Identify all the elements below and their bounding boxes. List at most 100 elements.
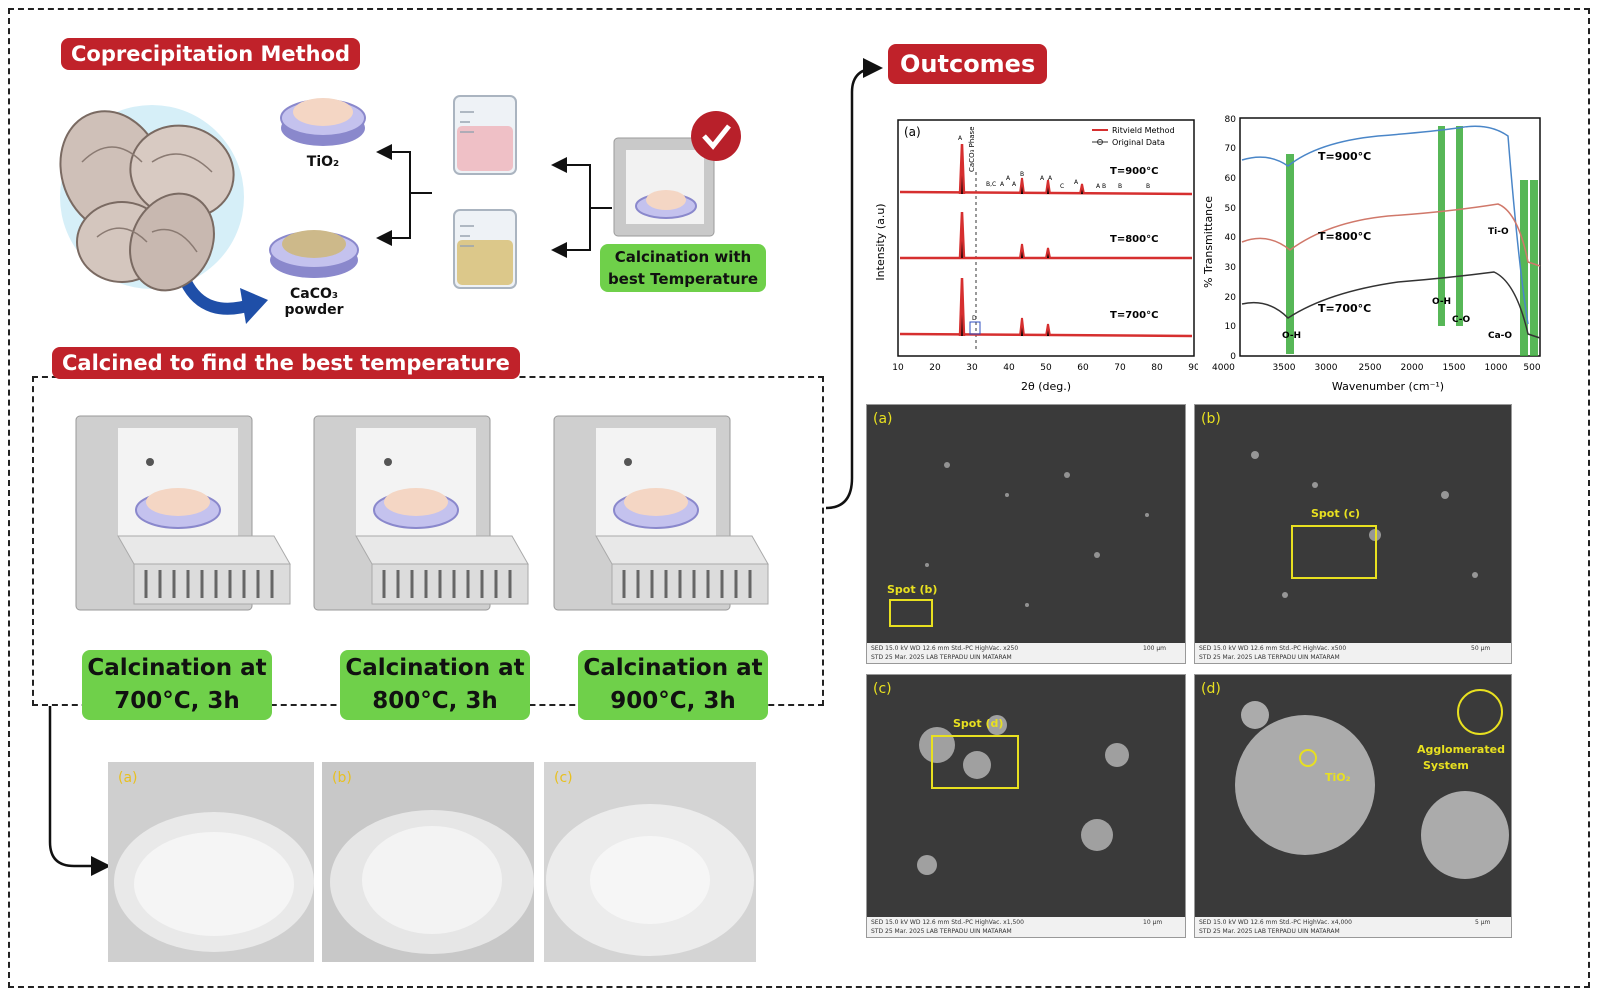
sem-scale-c: 10 μm xyxy=(1143,919,1163,926)
xrd-peak-letter: B,C xyxy=(986,181,996,188)
sem-info-bar-d: SED 15.0 kV WD 12.6 mm Std.-PC HighVac. … xyxy=(1195,917,1511,937)
sem-image-b: (b) Spot (c) SED 15.0 kV WD 12.6 mm Std.… xyxy=(1194,404,1512,664)
xrd-xtick: 90 xyxy=(1188,363,1198,373)
sem-letter-b: (b) xyxy=(1201,411,1221,427)
xrd-peak-letter: A xyxy=(1040,175,1045,182)
ftir-annotation: O-H xyxy=(1282,331,1301,341)
ftir-ylabel: % Transmittance xyxy=(1202,196,1215,288)
sem-spot-label-b: Spot (b) xyxy=(887,583,938,596)
xrd-xtick: 40 xyxy=(1003,363,1015,373)
xrd-peak-letter: A xyxy=(1048,175,1053,182)
ftir-series-700: T=700°C xyxy=(1318,302,1371,315)
furnace-800-icon xyxy=(313,415,529,611)
xrd-xtick: 70 xyxy=(1114,363,1126,373)
sem-info-c-line1: SED 15.0 kV WD 12.6 mm Std.-PC HighVac. … xyxy=(871,919,1024,926)
sem-spot-label-d: Spot (d) xyxy=(953,717,1004,730)
furnace-900-icon xyxy=(553,415,769,611)
tio2-dish-icon xyxy=(280,98,366,146)
ftir-band xyxy=(1456,126,1463,326)
xrd-chart: (a) Ritvield Method Original Data CaCO₃ … xyxy=(874,119,1198,393)
sem-letter-c: (c) xyxy=(873,681,892,697)
outer-frame xyxy=(8,8,1590,988)
xrd-peak-letter: B xyxy=(1118,183,1122,190)
ftir-annotation: Ca-O xyxy=(1488,331,1512,341)
photo-letter-a: (a) xyxy=(118,770,138,786)
sem-agglomerate-marker xyxy=(1457,689,1503,735)
xrd-legend-original-marker xyxy=(1097,139,1103,145)
sem-image-c: (c) Spot (d) SED 15.0 kV WD 12.6 mm Std.… xyxy=(866,674,1186,938)
sem-image-a: (a) Spot (b) SED 15.0 kV WD 12.6 mm Std.… xyxy=(866,404,1186,664)
ftir-xtick: 4000 xyxy=(1212,363,1235,373)
best-temp-line1: Calcination with xyxy=(614,248,752,266)
stage-900-label: Calcination at 900°C, 3h xyxy=(578,650,768,720)
photo-letter-b: (b) xyxy=(332,770,352,786)
ftir-annotation: O-H xyxy=(1432,297,1451,307)
stage-800-line2: 800°C, 3h xyxy=(372,688,498,714)
ftir-series-800: T=800°C xyxy=(1318,230,1371,243)
xrd-xtick: 30 xyxy=(966,363,978,373)
xrd-main-peaks xyxy=(958,143,966,337)
xrd-peak-letter: D xyxy=(972,315,977,322)
sem-info-bar-b: SED 15.0 kV WD 12.6 mm Std.-PC HighVac. … xyxy=(1195,643,1511,663)
ftir-xtick: 500 xyxy=(1523,363,1540,373)
xrd-ylabel: Intensity (a.u) xyxy=(874,203,887,280)
xrd-peak-letter: A xyxy=(958,135,963,142)
sem-tio2-marker xyxy=(1299,749,1317,767)
ftir-band xyxy=(1530,180,1538,356)
powder-photo-b-image xyxy=(322,762,534,962)
stage-900-line2: 900°C, 3h xyxy=(610,688,736,714)
ftir-curve-900 xyxy=(1241,125,1529,325)
xrd-peak-letter: A xyxy=(1000,181,1005,188)
sem-info-c-line2: STD 25 Mar. 2025 LAB TERPADU UIN MATARAM xyxy=(871,928,1012,935)
xrd-xtick: 60 xyxy=(1077,363,1089,373)
ftir-ytick: 10 xyxy=(1225,322,1237,332)
ftir-chart: T=900°C T=800°C T=700°C O-H O-H C-O Ti-O… xyxy=(1202,115,1541,393)
xrd-peak-letter: B xyxy=(1146,183,1150,190)
sem-info-d-line1: SED 15.0 kV WD 12.6 mm Std.-PC HighVac. … xyxy=(1199,919,1352,926)
ftir-xtick: 2000 xyxy=(1401,363,1424,373)
ftir-xtick: 1500 xyxy=(1443,363,1466,373)
xrd-peak-letter: A xyxy=(1096,183,1101,190)
sem-scale-d: 5 μm xyxy=(1475,919,1491,926)
ftir-xlabel: Wavenumber (cm⁻¹) xyxy=(1332,380,1444,393)
ftir-ytick: 0 xyxy=(1230,352,1236,362)
ftir-ytick: 70 xyxy=(1225,144,1237,154)
beaker-pink-icon xyxy=(453,95,517,175)
furnace-700-icon xyxy=(75,415,291,611)
photo-letter-c: (c) xyxy=(554,770,573,786)
xrd-xtick: 10 xyxy=(892,363,904,373)
sem-scale-b: 50 μm xyxy=(1471,645,1491,652)
ftir-band xyxy=(1438,126,1445,326)
xrd-phase-box xyxy=(969,321,981,335)
ftir-annotation: Ti-O xyxy=(1488,227,1509,237)
xrd-xtick: 80 xyxy=(1151,363,1163,373)
outcomes-title: Outcomes xyxy=(888,44,1048,84)
caco3-dish-icon xyxy=(269,230,359,278)
xrd-xlabel: 2θ (deg.) xyxy=(1021,380,1071,393)
stage-900-line1: Calcination at xyxy=(583,655,763,681)
caco3-label-line1: CaCO₃ xyxy=(289,286,339,302)
sem-info-b-line1: SED 15.0 kV WD 12.6 mm Std.-PC HighVac. … xyxy=(1199,645,1347,652)
beaker-yellow-icon xyxy=(453,209,517,289)
xrd-xtick: 20 xyxy=(929,363,941,373)
sem-system-label: System xyxy=(1423,759,1469,772)
sem-image-d: (d) TiO₂ Agglomerated System SED 15.0 kV… xyxy=(1194,674,1512,938)
powder-photo-a: (a) xyxy=(108,762,314,962)
xrd-series-800: T=800°C xyxy=(1110,234,1158,245)
ftir-ytick: 60 xyxy=(1225,174,1237,184)
ftir-curve-700 xyxy=(1241,271,1541,339)
stage-700-line2: 700°C, 3h xyxy=(114,688,240,714)
ftir-xtick: 3000 xyxy=(1315,363,1338,373)
sem-info-a-line2: STD 25 Mar. 2025 LAB TERPADU UIN MATARAM xyxy=(871,654,1012,661)
xrd-peak-letter: A xyxy=(1012,181,1017,188)
powder-photo-a-image xyxy=(108,762,314,962)
sem-spot-box-d xyxy=(931,735,1019,789)
sem-texture-c xyxy=(867,675,1185,919)
xrd-series-900: T=900°C xyxy=(1110,166,1158,177)
sem-info-b-line2: STD 25 Mar. 2025 LAB TERPADU UIN MATARAM xyxy=(1199,654,1340,661)
stage-800-line1: Calcination at xyxy=(345,655,525,681)
ftir-annotation: C-O xyxy=(1452,315,1471,325)
oyster-shells-illustration xyxy=(59,105,244,292)
stage-700-label: Calcination at 700°C, 3h xyxy=(82,650,272,720)
xrd-phase-label: CaCO₃ Phase xyxy=(968,126,976,172)
